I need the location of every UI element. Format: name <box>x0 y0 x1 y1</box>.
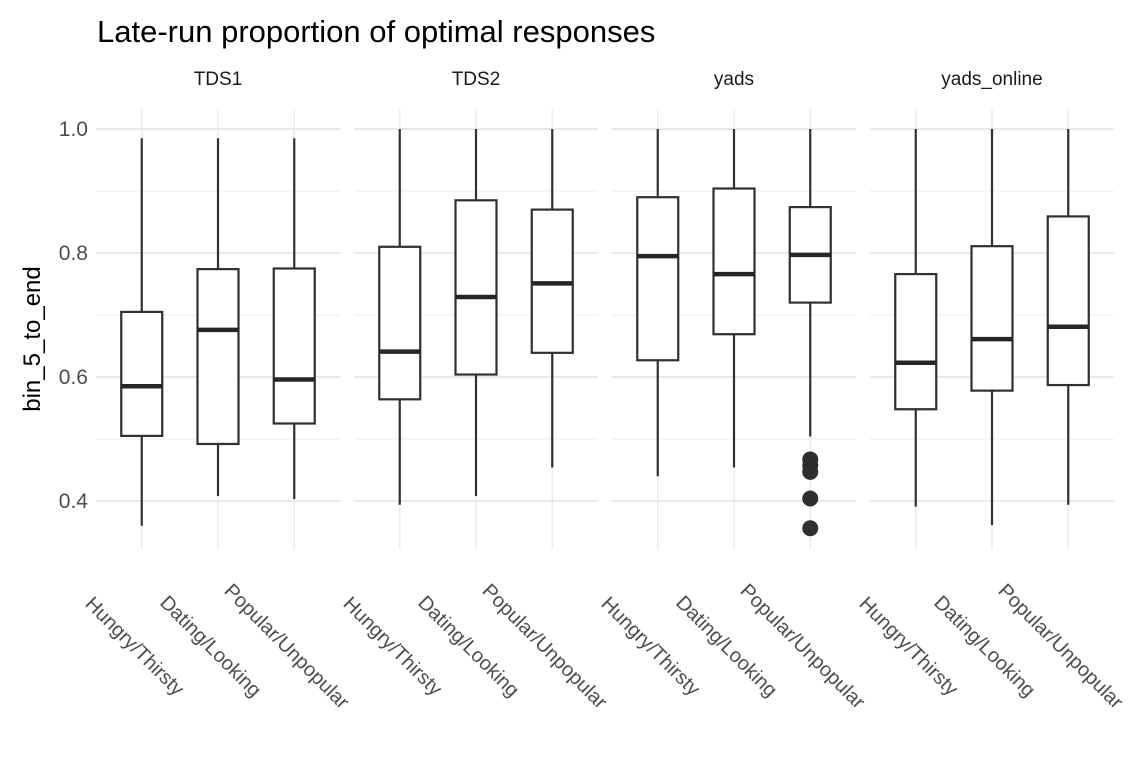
x-tick-label: Popular/Unpopular <box>219 579 354 714</box>
box-rect <box>378 245 422 401</box>
y-axis-title: bin_5_to_end <box>19 266 46 412</box>
box-rect <box>272 267 316 425</box>
facet-strip-label: yads <box>713 69 755 90</box>
facet-strip-label: TDS1 <box>193 69 243 90</box>
chart-title: Late-run proportion of optimal responses <box>97 14 656 49</box>
box-rect <box>636 196 680 362</box>
facet-panel-TDS2 <box>354 109 598 549</box>
box-rect <box>196 268 240 446</box>
outlier-dot <box>802 520 819 537</box>
box-rect <box>712 187 756 336</box>
facet-panel-yads_online <box>870 109 1114 549</box>
box-rect <box>454 199 498 376</box>
y-tick-label: 1.0 <box>58 117 88 141</box>
x-tick-label: Popular/Unpopular <box>477 579 612 714</box>
box-rect <box>970 245 1014 392</box>
facet-strip-label: yads_online <box>941 69 1043 90</box>
box-rect <box>120 310 164 437</box>
x-tick-label: Popular/Unpopular <box>735 579 870 714</box>
y-tick-label: 0.6 <box>58 365 88 389</box>
facet-panel-TDS1 <box>96 109 340 549</box>
facet-panel-yads <box>612 109 856 549</box>
y-tick-label: 0.8 <box>58 241 88 265</box>
outlier-dot <box>802 463 819 480</box>
y-tick-label: 0.4 <box>58 489 88 513</box>
box-rect <box>894 272 938 411</box>
x-tick-label: Popular/Unpopular <box>993 579 1128 714</box>
facet-strip-label: TDS2 <box>451 69 501 90</box>
outlier-dot <box>802 490 819 507</box>
box-rect <box>1046 215 1090 387</box>
